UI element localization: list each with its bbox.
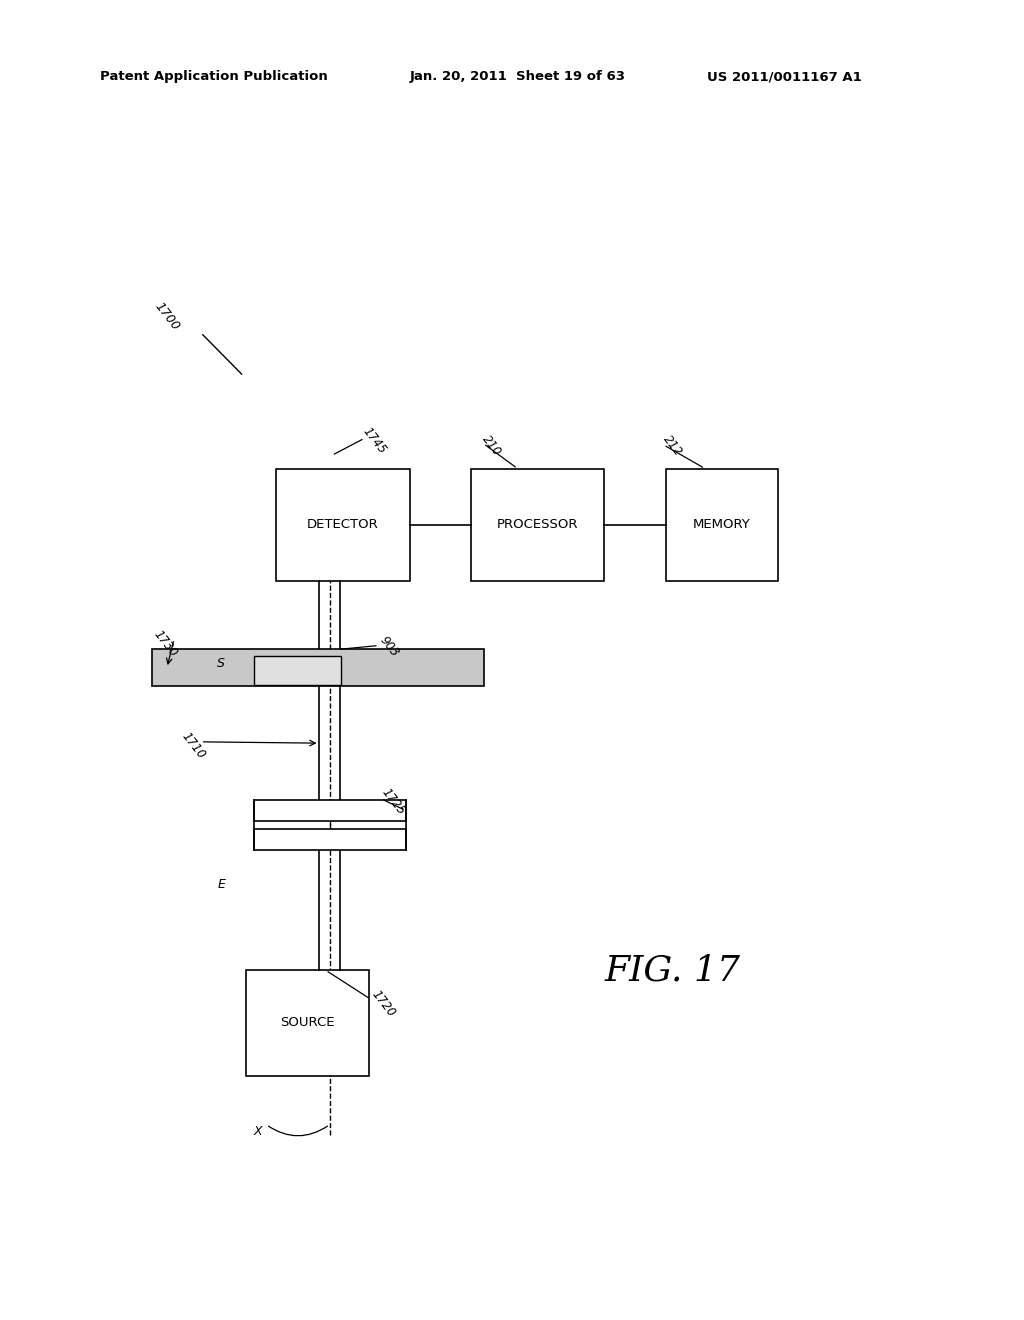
Bar	[254, 829, 406, 850]
Text: US 2011/0011167 A1: US 2011/0011167 A1	[707, 70, 861, 83]
Text: 1700: 1700	[152, 300, 181, 334]
Text: 1710: 1710	[179, 730, 208, 762]
Text: X: X	[254, 1125, 262, 1138]
Text: PROCESSOR: PROCESSOR	[497, 519, 579, 531]
Text: 903: 903	[377, 634, 401, 660]
Bar	[152, 649, 484, 686]
Text: 210: 210	[479, 433, 504, 459]
Bar	[254, 800, 406, 821]
Bar	[666, 469, 778, 581]
Text: 212: 212	[660, 433, 685, 459]
Bar	[246, 970, 369, 1076]
Text: 1745: 1745	[360, 425, 389, 457]
Text: SOURCE: SOURCE	[280, 1016, 335, 1030]
Text: 1730: 1730	[152, 628, 180, 660]
Bar	[471, 469, 604, 581]
Text: Patent Application Publication: Patent Application Publication	[100, 70, 328, 83]
Text: S: S	[217, 657, 225, 671]
Text: MEMORY: MEMORY	[693, 519, 751, 531]
Text: 1720: 1720	[369, 987, 397, 1019]
Text: FIG. 17: FIG. 17	[604, 953, 740, 987]
Text: E: E	[217, 878, 225, 891]
Text: Jan. 20, 2011  Sheet 19 of 63: Jan. 20, 2011 Sheet 19 of 63	[410, 70, 626, 83]
Text: DETECTOR: DETECTOR	[307, 519, 379, 531]
Text: 1725: 1725	[379, 785, 408, 817]
Bar	[276, 469, 410, 581]
Bar	[254, 656, 341, 685]
